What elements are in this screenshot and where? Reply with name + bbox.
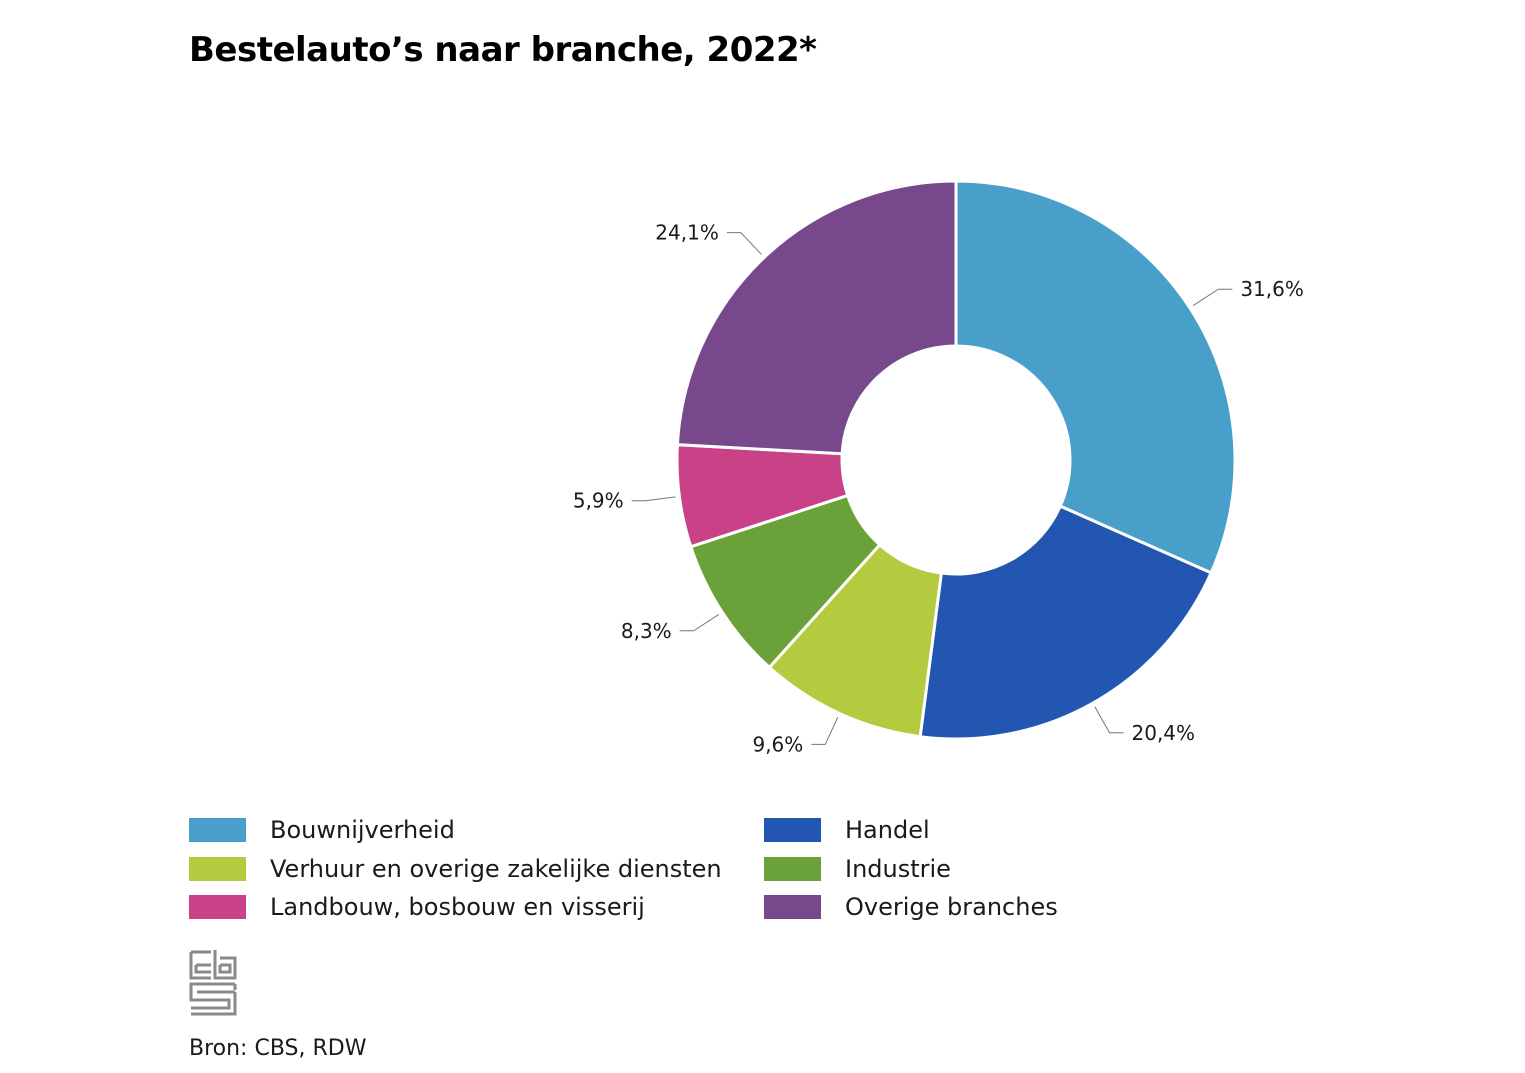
slice-handel [918,504,1214,741]
legend-swatch [189,895,246,919]
legend-label: Overige branches [845,893,1058,921]
leader-line-industrie [679,613,720,632]
leader-line-landbouw-bosbouw-en-visserij [631,496,676,502]
slice-bouwnijverheid [954,179,1237,575]
leader-line-bouwnijverheid [1192,288,1233,307]
data-labels: 31,6% 20,4% 9,6% 8,3% 5,9% 24,1% [573,221,1304,757]
legend-item-handel: Handel [764,816,930,844]
legend-item-overige-branches: Overige branches [764,893,1058,921]
cbs-logo-icon [189,950,237,1016]
data-label-overige-branches: 24,1% [655,221,719,245]
legend-label: Landbouw, bosbouw en visserij [270,893,645,921]
chart-title: Bestelauto’s naar branche, 2022* [189,30,817,70]
leader-line-verhuur-en-overige-zakelijke-diensten [811,716,839,745]
donut-slices [675,179,1237,741]
data-label-verhuur-en-overige-zakelijke-diensten: 9,6% [752,732,803,756]
data-label-handel: 20,4% [1132,721,1196,745]
source-note: Bron: CBS, RDW [189,1036,367,1061]
slice-verhuur-en-overige-zakelijke-diensten [767,542,944,739]
legend-item-verhuur-en-overige-zakelijke-diensten: Verhuur en overige zakelijke diensten [189,855,722,883]
data-label-industrie: 8,3% [621,619,672,643]
slice-overige-branches [675,179,958,456]
legend-item-industrie: Industrie [764,855,951,883]
legend-label: Industrie [845,854,951,883]
leader-line-overige-branches [726,232,762,255]
legend-item-bouwnijverheid: Bouwnijverheid [189,816,455,844]
legend-swatch [189,856,246,881]
legend-swatch [189,818,246,842]
legend-label: Verhuur en overige zakelijke diensten [270,854,722,883]
legend-swatch [764,818,821,842]
legend-label: Handel [845,816,930,844]
legend-item-landbouw-bosbouw-en-visserij: Landbouw, bosbouw en visserij [189,893,645,921]
data-label-bouwnijverheid: 31,6% [1240,277,1304,301]
data-label-landbouw-bosbouw-en-visserij: 5,9% [573,489,624,513]
legend-label: Bouwnijverheid [270,816,455,844]
donut-chart: 31,6% 20,4% 9,6% 8,3% 5,9% 24,1% [573,179,1304,757]
legend-swatch [764,895,821,919]
legend-swatch [764,856,821,881]
leader-line-handel [1094,706,1124,734]
